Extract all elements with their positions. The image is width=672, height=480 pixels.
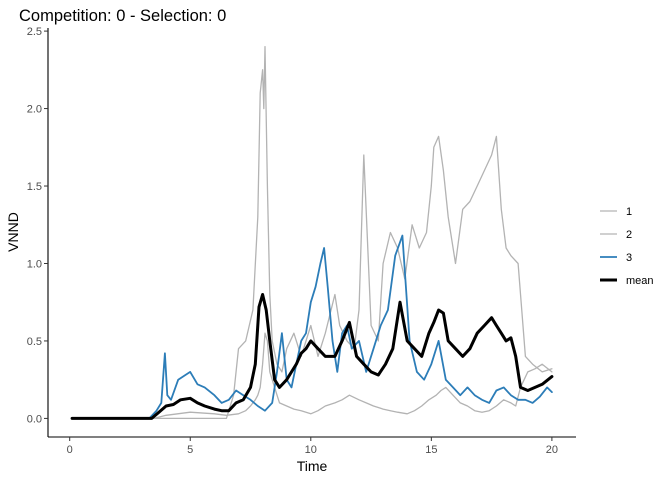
legend-label: 2 — [626, 229, 632, 241]
y-tick-label: 1.5 — [27, 181, 42, 193]
y-axis-ticks: 0.0 0.5 1.0 1.5 2.0 2.5 — [27, 26, 48, 425]
chart-title: Competition: 0 - Selection: 0 — [19, 7, 226, 25]
legend-label: 3 — [626, 252, 632, 264]
series-line-mean — [70, 293, 554, 420]
series-line-3 — [71, 234, 553, 420]
y-tick-label: 0.5 — [27, 336, 42, 348]
x-tick-label: 15 — [425, 444, 437, 456]
series-line-1 — [71, 332, 553, 420]
legend: 1 2 3 mean — [600, 206, 654, 287]
legend-item-3: 3 — [600, 252, 632, 264]
x-axis-title: Time — [297, 458, 328, 474]
legend-item-2: 2 — [600, 229, 632, 241]
legend-label: 1 — [626, 206, 632, 218]
x-tick-label: 5 — [187, 444, 193, 456]
y-tick-label: 1.0 — [27, 258, 42, 270]
x-tick-label: 10 — [305, 444, 317, 456]
y-tick-label: 2.0 — [27, 104, 42, 116]
x-tick-label: 20 — [546, 444, 558, 456]
legend-item-1: 1 — [600, 206, 632, 218]
y-tick-label: 2.5 — [27, 26, 42, 38]
y-axis-title: VNND — [5, 212, 21, 252]
legend-label: mean — [626, 275, 654, 287]
x-axis-ticks: 0 5 10 15 20 — [67, 437, 558, 456]
series-line-2 — [71, 45, 553, 420]
x-tick-label: 0 — [67, 444, 73, 456]
y-tick-label: 0.0 — [27, 413, 42, 425]
legend-item-mean: mean — [600, 275, 654, 287]
series-layer — [70, 45, 554, 420]
